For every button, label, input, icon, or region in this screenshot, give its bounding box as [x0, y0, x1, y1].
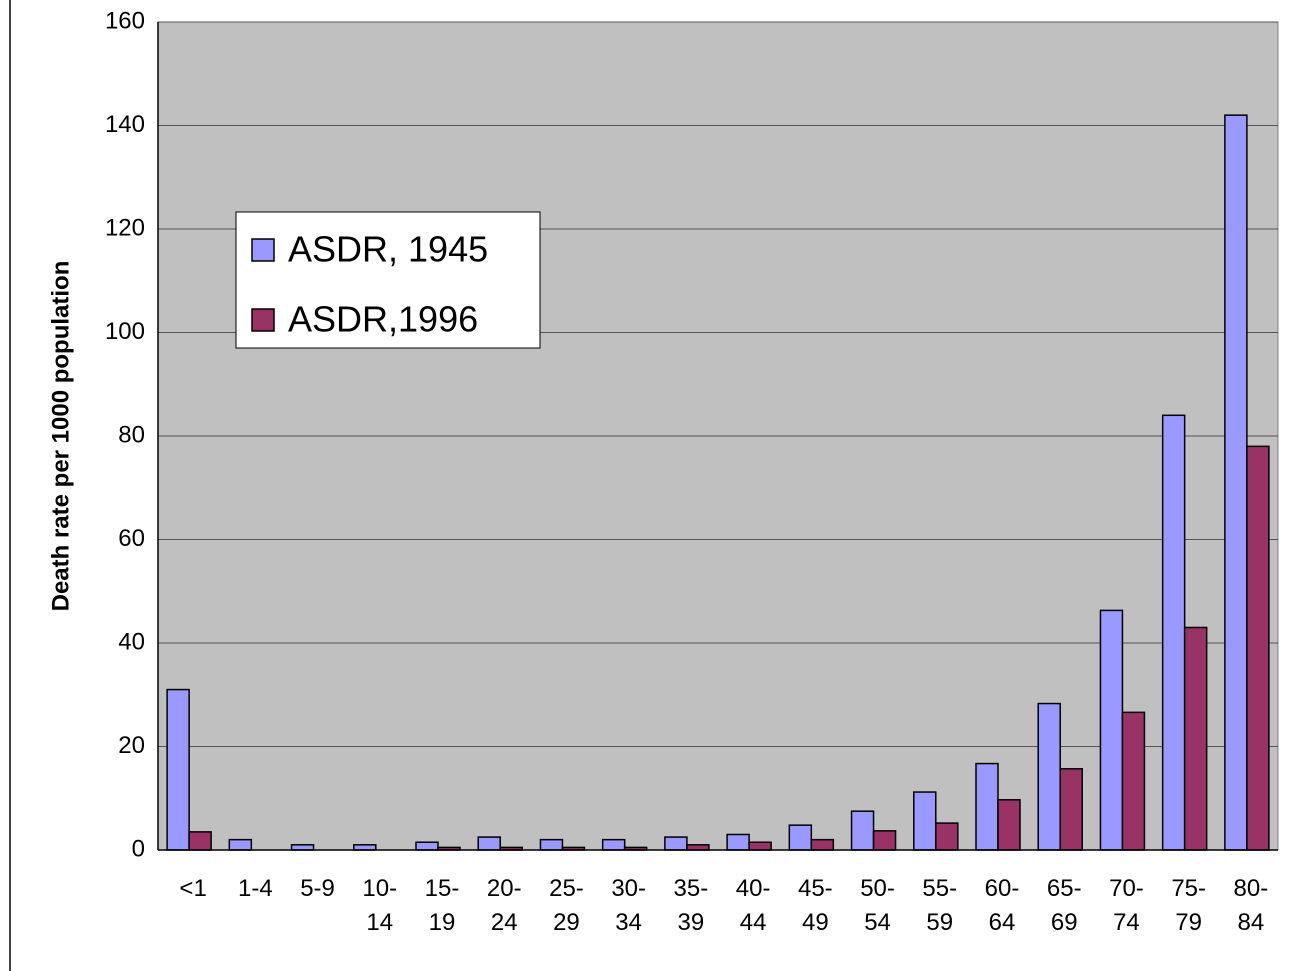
x-tick-label: 10-14 — [362, 875, 398, 936]
legend-box — [235, 211, 541, 349]
x-tick-label: 75-79 — [1171, 875, 1206, 936]
bar — [601, 838, 626, 851]
x-tick-label: 80-84 — [1233, 875, 1269, 936]
bar — [166, 688, 190, 851]
y-tick-label: 120 — [105, 214, 145, 241]
bar — [872, 830, 897, 851]
y-tick-label: 80 — [118, 421, 145, 448]
y-tick-label: 20 — [118, 732, 145, 759]
bar — [477, 836, 501, 851]
bar — [188, 831, 212, 851]
x-tick-label: 45-49 — [797, 875, 833, 936]
x-tick-label: 15-19 — [424, 875, 460, 936]
bar — [1037, 702, 1061, 851]
bar — [726, 833, 750, 851]
x-tick-label: 60-64 — [984, 875, 1020, 936]
bar — [1121, 711, 1146, 851]
y-tick-label: 160 — [105, 7, 145, 34]
x-tick-label: 65-69 — [1046, 875, 1082, 936]
x-tick-label: 1-4 — [237, 875, 273, 902]
bar — [748, 841, 772, 851]
legend-swatch — [251, 238, 275, 262]
x-tick-label: 30-34 — [611, 875, 646, 936]
bar — [1059, 768, 1083, 851]
x-tick-label: 5-9 — [300, 875, 335, 902]
y-axis-label: Death rate per 1000 population — [47, 261, 74, 612]
legend-label: ASDR, 1945 — [288, 229, 488, 270]
bar — [353, 844, 377, 851]
bar — [1246, 445, 1270, 851]
bar — [975, 762, 999, 851]
legend-swatch — [251, 308, 275, 332]
bar — [1099, 609, 1124, 851]
bar — [1161, 414, 1186, 851]
bar — [913, 791, 937, 851]
x-tick-label: 55-59 — [922, 875, 958, 936]
bar — [935, 822, 959, 851]
x-tick-label: 20-24 — [486, 875, 522, 936]
bar — [539, 838, 564, 851]
bar — [1224, 114, 1248, 851]
x-tick-label: 70-74 — [1109, 875, 1144, 936]
legend: ASDR, 1945 ASDR,1996 — [235, 211, 541, 349]
bar — [997, 799, 1021, 851]
x-tick-label: 35-39 — [673, 875, 709, 936]
x-tick-label: 40-44 — [735, 875, 771, 936]
bar — [850, 810, 875, 851]
y-tick-label: 40 — [118, 628, 145, 655]
bar — [788, 824, 813, 851]
y-tick-label: 100 — [105, 318, 145, 345]
bar — [415, 841, 439, 851]
bar — [228, 838, 253, 851]
bar — [686, 844, 710, 851]
y-tick-label: 60 — [118, 525, 145, 552]
x-tick-label: 25-29 — [549, 875, 584, 936]
bar — [1183, 626, 1208, 851]
legend-label: ASDR,1996 — [288, 299, 478, 340]
x-tick-label: <1 — [179, 875, 207, 902]
y-tick-label: 140 — [105, 111, 145, 138]
y-tick-label: 0 — [132, 835, 145, 862]
bar — [664, 836, 688, 851]
bar — [290, 844, 315, 851]
x-tick-label: 50-54 — [860, 875, 895, 936]
bar — [810, 838, 835, 851]
